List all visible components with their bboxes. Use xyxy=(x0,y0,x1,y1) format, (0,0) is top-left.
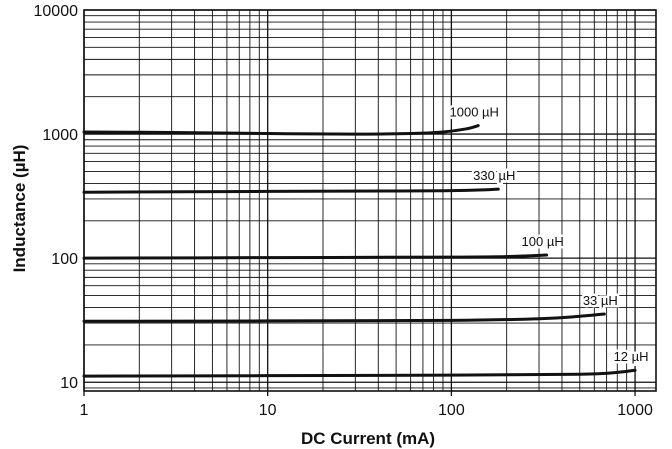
series-label: 330 µH xyxy=(473,168,515,183)
y-axis-title: Inductance (µH) xyxy=(10,145,29,273)
series-label: 33 µH xyxy=(583,293,618,308)
series-line xyxy=(82,124,480,136)
y-tick-label: 1000 xyxy=(42,127,78,144)
x-axis-title: DC Current (mA) xyxy=(301,429,435,448)
y-tick-label: 10000 xyxy=(34,3,79,20)
series-lines: 1000 µH 330 µH 100 µH 33 µH 12 µH xyxy=(82,102,651,378)
series-label: 100 µH xyxy=(522,234,564,249)
series-line xyxy=(82,253,549,260)
y-tick-label: 10 xyxy=(60,375,78,392)
plot-frame xyxy=(83,9,657,392)
series-line xyxy=(82,187,500,194)
x-tick-label: 1000 xyxy=(617,402,653,419)
x-tick-label: 100 xyxy=(438,402,465,419)
x-tick-label: 1 xyxy=(80,402,89,419)
x-tick-label: 10 xyxy=(259,402,277,419)
y-tick-label: 100 xyxy=(51,251,78,268)
grid xyxy=(83,9,656,396)
series-line xyxy=(82,312,606,323)
series-label: 1000 µH xyxy=(450,105,499,120)
series-label: 12 µH xyxy=(614,349,649,364)
series-line xyxy=(82,368,637,378)
